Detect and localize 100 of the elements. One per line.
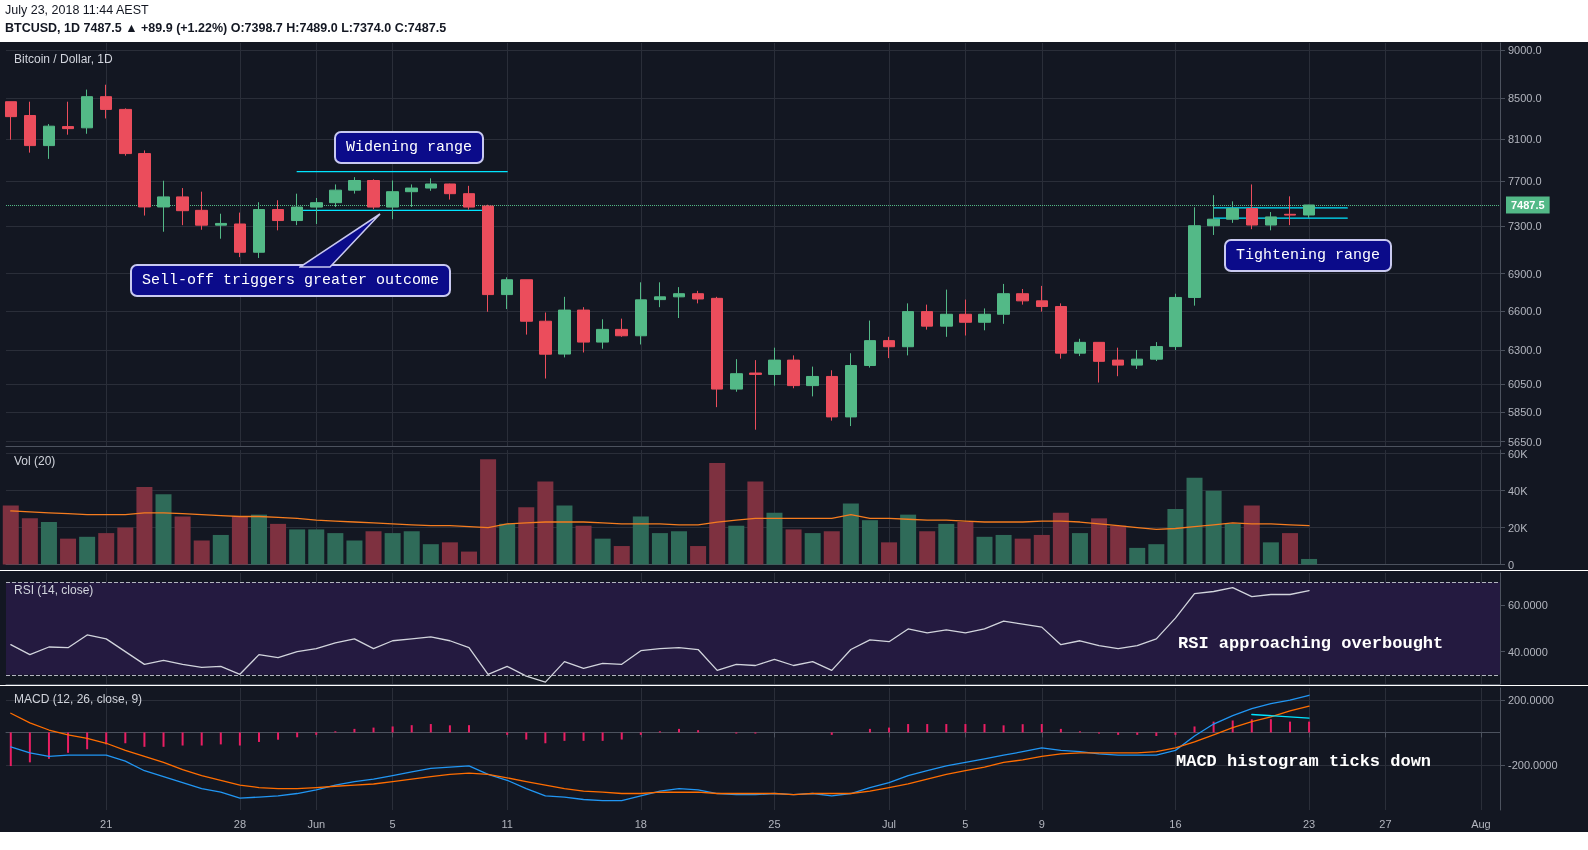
candlestick [1131,349,1143,370]
chart-title: July 23, 2018 11:44 AEST [5,3,149,17]
bar [448,725,451,733]
bar [174,516,191,565]
bar [983,724,986,733]
x-tick-label: 21 [100,817,113,830]
candlestick [558,296,571,358]
candlestick [787,354,800,389]
bar [1040,724,1043,733]
y-tick-label: 0 [1508,558,1515,571]
x-tick-label: 27 [1379,817,1392,830]
candlestick [176,187,189,226]
bar [525,732,528,740]
candlestick [520,279,533,336]
annotation: MACD histogram ticks down [1176,752,1432,771]
candlestick [902,302,914,356]
bar [327,533,344,565]
candlestick [1074,338,1086,357]
candlestick [1284,195,1296,226]
bar [613,546,630,565]
bar [1231,720,1234,733]
candlestick [1016,288,1029,306]
line-series [10,510,1310,531]
x-tick-label: 28 [233,817,247,830]
bar [270,523,287,565]
bar [136,486,153,565]
chart-subtitle: BTCUSD, 1D 7487.5 ▲ +89.9 (+1.22%) O:7398.7 H:7489.0 L:7374.0 C:7487.5 [5,21,447,35]
y-tick-label: 200.0000 [1508,694,1554,707]
bar [403,531,420,565]
bar [1129,547,1146,565]
bar [480,459,497,565]
bar [422,544,439,565]
bar [212,534,229,565]
candlestick [1265,211,1277,231]
bar [907,724,910,733]
bar [98,533,115,565]
bar [1148,544,1165,565]
bar [976,536,993,565]
bar [671,531,688,565]
bar [537,481,554,565]
candlestick [5,101,17,141]
y-tick-label: 9000.0 [1508,44,1542,57]
bar [582,732,585,741]
bar [86,732,89,750]
bar [193,540,210,565]
x-tick-label: 5 [962,817,969,830]
candlestick [615,318,628,338]
candlestick [883,336,895,359]
candlestick [845,352,857,427]
y-tick-label: 7700.0 [1508,175,1542,188]
bar [117,527,134,565]
bar [575,525,592,565]
bar [499,523,516,565]
bar [544,732,547,744]
y-tick-label: 60.0000 [1508,599,1548,612]
bar [1155,732,1158,736]
annotation: RSI approaching overbought [1178,634,1444,653]
candlestick [501,276,513,310]
bar [651,533,668,565]
bar [365,531,382,565]
annotation: Widening range [334,131,485,164]
y-tick-label: 8500.0 [1508,92,1542,105]
bar [823,531,840,565]
candlestick [959,299,972,337]
x-tick-label: Aug [1471,817,1491,830]
bar [785,529,802,565]
candlestick [138,149,151,217]
bar [410,725,413,733]
bar [21,518,38,565]
candlestick [195,191,208,231]
candlestick [348,176,361,195]
bar [40,522,57,565]
bar [1224,523,1241,565]
y-tick-label: 40K [1508,484,1529,497]
chart-title: MACD (12, 26, close, 9) [14,692,143,706]
bar [938,523,955,565]
bar [124,732,127,744]
bar [556,505,573,565]
candlestick [367,178,380,210]
bar [1301,558,1318,565]
candlestick [711,296,723,408]
candlestick [921,304,933,331]
bar [926,724,929,733]
bar [1167,509,1184,565]
bar [632,516,649,565]
y-tick-label: 6300.0 [1508,344,1542,357]
bar [728,525,745,565]
bar [289,529,306,565]
bar [257,732,260,742]
candlestick [43,123,55,160]
candlestick [692,290,704,304]
y-tick-label: 5650.0 [1508,435,1542,448]
candlestick [234,212,246,258]
x-tick-label: 18 [634,817,647,830]
bar [346,540,363,565]
bar [1193,726,1196,733]
bar [690,546,707,565]
bar [563,732,566,741]
bar [1014,538,1031,565]
candlestick [673,286,685,319]
